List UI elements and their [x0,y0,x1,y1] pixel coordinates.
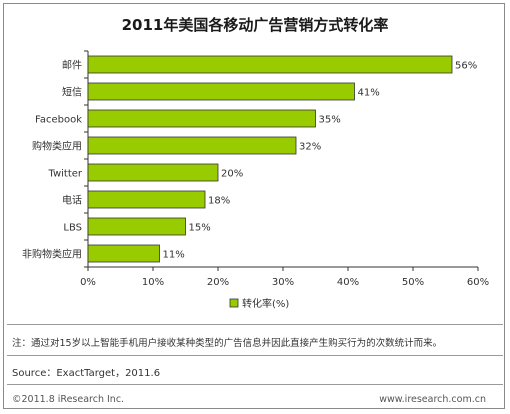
bar [87,55,453,74]
category-label: 邮件 [62,59,82,72]
x-tick-label: 10% [142,277,164,288]
x-tick-label: 30% [272,277,294,288]
bar [87,217,186,236]
bar [87,109,316,128]
bar [87,244,160,263]
website-link[interactable]: www.iresearch.com.cn [379,394,486,405]
x-tick-label: 40% [337,277,359,288]
data-label: 20% [221,169,243,180]
x-tick-label: 0% [80,277,96,288]
divider-top [7,324,503,325]
chart-title: 2011年美国各移动广告营销方式转化率 [121,16,389,34]
bar [87,82,355,101]
data-label: 41% [358,88,380,99]
bar-chart: 0% 10% 20% 30% 40% 50% 60% 邮件 56% 短信 41% Facebook 35… [22,50,489,310]
footnote: 注：通过对15岁以上智能手机用户接收某种类型的广告信息并因此直接产生购买行为的次… [12,338,443,349]
bar [87,163,219,182]
category-label: 购物类应用 [32,140,82,153]
legend-swatch [229,298,239,308]
data-label: 15% [189,223,211,234]
x-tick-label: 50% [402,277,424,288]
category-label: Twitter [47,169,82,180]
category-label: 非购物类应用 [22,248,82,261]
chart-frame: 2011年美国各移动广告营销方式转化率 0% 10% 20% 30% 40% 50% 60%… [3,3,505,409]
data-label: 18% [208,196,230,207]
category-label: Facebook [35,115,82,126]
divider-bottom [7,384,503,385]
category-label: 短信 [62,86,82,99]
data-label: 56% [455,61,477,72]
category-label: LBS [63,223,82,234]
x-tick-label: 60% [467,277,489,288]
legend-label: 转化率(%) [242,297,289,310]
data-label: 35% [319,115,341,126]
x-tick-label: 20% [207,277,229,288]
data-label: 32% [299,142,321,153]
category-label: 电话 [62,194,82,207]
bar [87,136,297,155]
data-label: 11% [163,250,185,261]
bar [87,190,206,209]
divider-middle [7,355,503,356]
source-text: Source：ExactTarget，2011.6 [12,368,161,379]
copyright-text: ©2011.8 iResearch Inc. [12,394,125,405]
